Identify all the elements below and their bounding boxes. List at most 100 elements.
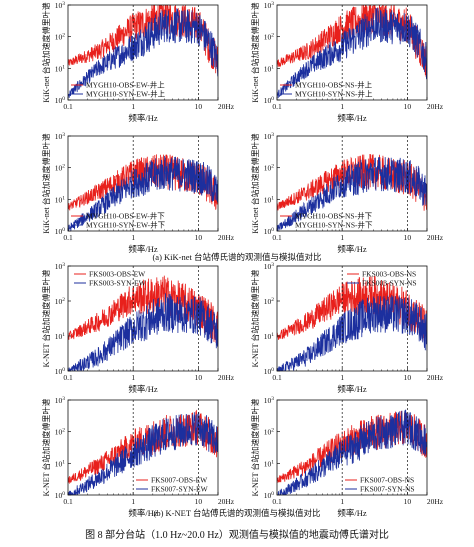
panel-FKS003-EW: 0.1 1 10 20Hz 频率/Hz 100 101 102 103 K-NET 台站加速度傅里… [41,262,235,394]
x-tick-label: 0.1 [272,233,282,242]
series-syn-line [277,7,427,99]
x-axis-label: 频率/Hz [128,384,158,394]
legend-label: MYGH10-SYN-EW-井下 [86,220,166,230]
x-axis-label: 频率/Hz [128,113,158,123]
x-axis-label: 频率/Hz [128,244,158,254]
y-tick-label: 102 [264,297,275,306]
y-tick-label: 101 [264,64,275,73]
y-tick-label: 101 [55,459,66,468]
legend-label: MYGH10-SYN-EW-井上 [86,89,166,99]
x-tick-label: 20Hz [218,373,235,382]
plot-frame [276,135,428,232]
y-tick-label: 103 [55,132,66,141]
x-tick-label: 0.1 [63,102,73,111]
y-tick-label: 100 [55,96,66,105]
legend-label: MYGH10-SYN-NS-井上 [295,89,373,99]
x-tick-label: 1 [340,373,344,382]
legend-label: FKS007-OBS-NS [360,476,414,485]
y-tick-label: 101 [264,332,275,341]
x-tick-label: 1 [131,373,135,382]
legend-label: FKS003-OBS-EW [89,270,146,279]
legend-label: MYGH10-OBS-EW-井上 [86,80,165,90]
series-syn-line [68,412,218,495]
y-axis-label: K-NET 台站加速度傅里叶谱 [41,270,51,368]
series-syn-line [277,409,427,495]
x-axis-label: 频率/Hz [337,384,367,394]
x-tick-label: 10 [195,373,203,382]
y-tick-label: 101 [55,195,66,204]
panel-FKS003-NS: 0.1 1 10 20Hz 频率/Hz 100 101 102 103 K-NET 台站加速度傅里… [250,262,444,394]
caption-a: (a) KiK-net 台站傅氏谱的观测值与模拟值对比 [152,252,321,262]
x-tick-label: 0.1 [272,102,282,111]
x-tick-label: 10 [404,373,412,382]
y-tick-label: 102 [55,164,66,173]
y-tick-label: 101 [264,195,275,204]
y-axis-label: KiK-net 台站加速度傅里叶谱 [250,2,260,102]
series-obs-line [277,275,427,341]
legend-label: MYGH10-OBS-NS-井下 [295,211,373,221]
y-tick-label: 103 [55,1,66,10]
x-axis-label: 频率/Hz [337,508,367,518]
x-tick-label: 0.1 [63,373,73,382]
x-tick-label: 1 [340,102,344,111]
x-tick-label: 10 [195,497,203,506]
y-axis-label: K-NET 台站加速度傅里叶谱 [41,399,51,497]
y-tick-label: 103 [264,132,275,141]
legend-label: FKS007-SYN-NS [360,485,415,494]
y-tick-label: 103 [55,396,66,405]
x-tick-label: 1 [131,233,135,242]
y-tick-label: 100 [264,96,275,105]
x-tick-label: 0.1 [63,497,73,506]
plot-frame [67,135,219,232]
x-tick-label: 10 [195,102,203,111]
x-axis-label: 频率/Hz [337,113,367,123]
x-tick-label: 20Hz [427,233,444,242]
panel-MYGH10-EW-borehole: 0.1 1 10 20Hz 频率/Hz 100 101 102 103 KiK-net 台站加速度… [41,132,235,254]
x-tick-label: 0.1 [272,497,282,506]
legend-label: MYGH10-OBS-NS-井上 [295,80,373,90]
y-tick-label: 101 [55,64,66,73]
plot-frame [276,399,428,496]
x-tick-label: 0.1 [63,233,73,242]
y-tick-label: 103 [264,262,275,271]
legend-label: MYGH10-OBS-EW-井下 [86,211,165,221]
series-syn-line [277,295,427,371]
y-tick-label: 103 [264,1,275,10]
x-tick-label: 20Hz [427,497,444,506]
y-tick-label: 102 [264,428,275,437]
y-tick-label: 100 [55,227,66,236]
y-tick-label: 100 [264,227,275,236]
legend-label: FKS007-OBS-EW [151,476,208,485]
y-tick-label: 103 [55,262,66,271]
figure-caption: 图 8 部分台站（1.0 Hz~20.0 Hz）观测值与模拟值的地震动傅氏谱对比 [85,528,389,541]
x-tick-label: 10 [195,233,203,242]
panel-FKS007-EW: 0.1 1 10 20Hz 频率/Hz 100 101 102 103 K-NET 台站加速度傅里… [41,396,235,518]
legend-label: MYGH10-SYN-NS-井下 [295,220,373,230]
x-tick-label: 10 [404,233,412,242]
y-tick-label: 102 [55,428,66,437]
legend-label: FKS003-SYN-NS [362,279,417,288]
x-tick-label: 20Hz [427,102,444,111]
x-tick-label: 10 [404,497,412,506]
x-tick-label: 20Hz [218,102,235,111]
caption-b: (b) K-NET 台站傅氏谱的观测值与模拟值对比 [153,508,320,518]
panel-MYGH10-NS-surface: 0.1 1 10 20Hz 频率/Hz 100 101 102 103 KiK-net 台站加速度… [250,1,444,123]
legend-label: FKS003-SYN-EW [89,279,147,288]
y-tick-label: 101 [264,459,275,468]
panel-MYGH10-EW-surface: 0.1 1 10 20Hz 频率/Hz 100 101 102 103 KiK-net 台站加速度… [41,1,235,123]
plot-frame [276,265,428,372]
x-tick-label: 20Hz [218,497,235,506]
y-axis-label: K-NET 台站加速度傅里叶谱 [250,270,260,368]
series-obs-line [68,275,218,346]
y-tick-label: 100 [55,367,66,376]
y-axis-label: KiK-net 台站加速度傅里叶谱 [41,133,51,233]
x-axis-label: 频率/Hz [128,508,158,518]
plot-frame [276,4,428,101]
x-tick-label: 20Hz [218,233,235,242]
y-axis-label: K-NET 台站加速度傅里叶谱 [250,399,260,497]
y-tick-label: 102 [55,33,66,42]
plot-frame [67,265,219,372]
legend-label: FKS003-OBS-NS [362,270,416,279]
x-tick-label: 1 [131,497,135,506]
